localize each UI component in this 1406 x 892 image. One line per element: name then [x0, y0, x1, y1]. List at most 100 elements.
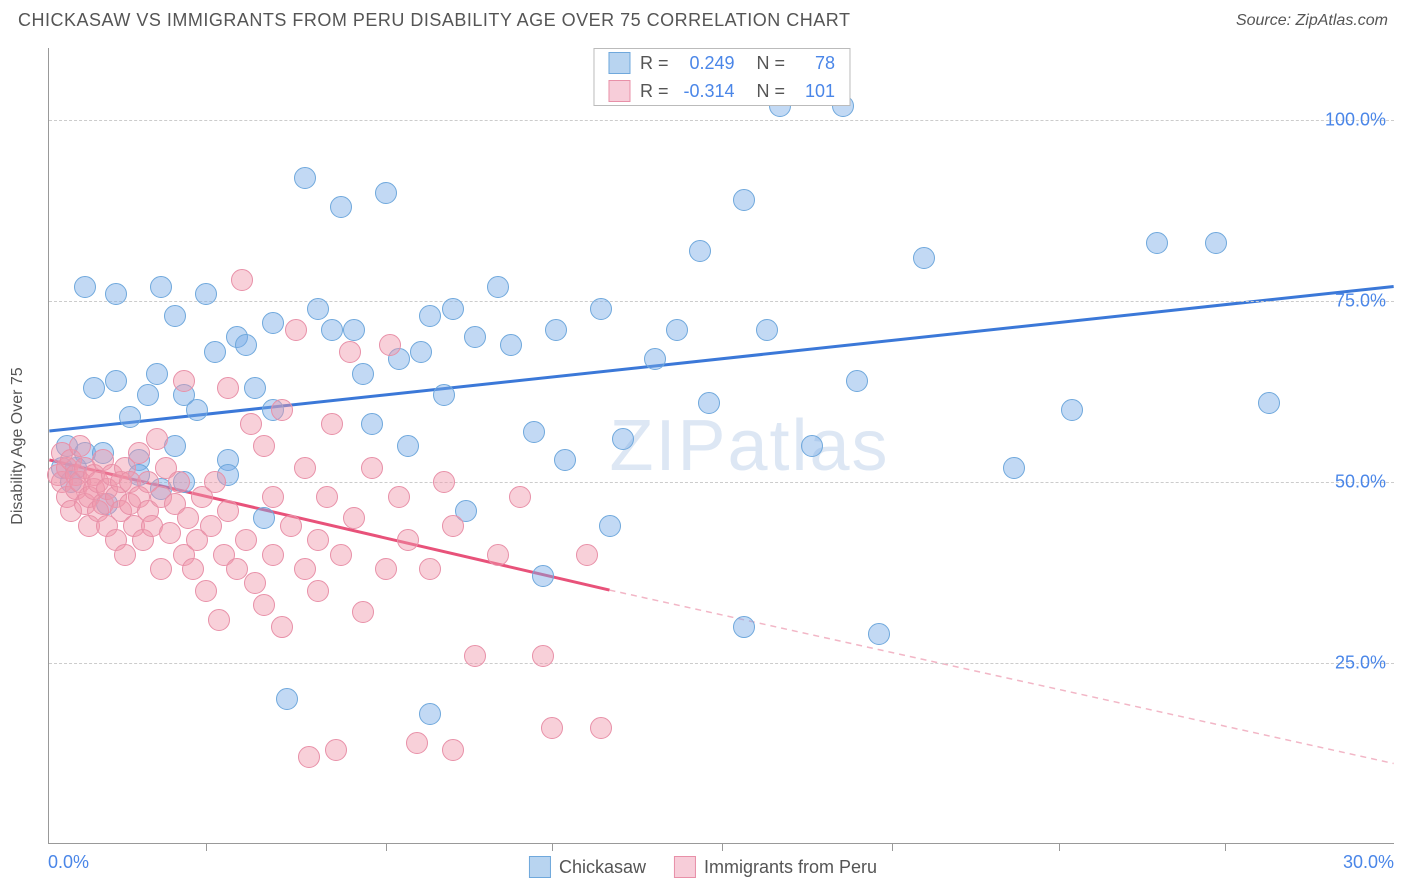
data-point — [397, 529, 419, 551]
data-point — [352, 601, 374, 623]
data-point — [208, 609, 230, 631]
data-point — [590, 717, 612, 739]
y-tick-label: 75.0% — [1335, 291, 1386, 312]
data-point — [756, 319, 778, 341]
n-value: 78 — [795, 53, 835, 74]
data-point — [442, 515, 464, 537]
data-point — [375, 558, 397, 580]
data-point — [1146, 232, 1168, 254]
data-point — [523, 421, 545, 443]
data-point — [1258, 392, 1280, 414]
data-point — [105, 370, 127, 392]
data-point — [379, 334, 401, 356]
data-point — [487, 544, 509, 566]
data-point — [1205, 232, 1227, 254]
x-tick — [1225, 843, 1226, 851]
data-point — [330, 544, 352, 566]
data-point — [294, 457, 316, 479]
data-point — [554, 449, 576, 471]
r-value: 0.249 — [679, 53, 735, 74]
data-point — [146, 363, 168, 385]
trend-lines — [49, 48, 1394, 843]
data-point — [271, 399, 293, 421]
data-point — [325, 739, 347, 761]
data-point — [316, 486, 338, 508]
data-point — [262, 312, 284, 334]
data-point — [339, 341, 361, 363]
correlation-row: R =-0.314N =101 — [594, 77, 849, 105]
data-point — [150, 276, 172, 298]
data-point — [159, 522, 181, 544]
data-point — [150, 558, 172, 580]
gridline — [49, 120, 1394, 121]
data-point — [294, 167, 316, 189]
data-point — [119, 406, 141, 428]
data-point — [388, 486, 410, 508]
data-point — [590, 298, 612, 320]
data-point — [487, 276, 509, 298]
data-point — [204, 341, 226, 363]
data-point — [217, 377, 239, 399]
series-swatch — [608, 80, 630, 102]
data-point — [307, 529, 329, 551]
data-point — [532, 645, 554, 667]
data-point — [541, 717, 563, 739]
data-point — [576, 544, 598, 566]
data-point — [419, 558, 441, 580]
data-point — [235, 334, 257, 356]
data-point — [262, 486, 284, 508]
gridline — [49, 301, 1394, 302]
data-point — [343, 319, 365, 341]
n-label: N = — [757, 81, 786, 102]
y-axis-title: Disability Age Over 75 — [9, 367, 27, 524]
x-tick — [386, 843, 387, 851]
data-point — [276, 688, 298, 710]
x-tick — [722, 843, 723, 851]
data-point — [361, 457, 383, 479]
data-point — [410, 341, 432, 363]
data-point — [868, 623, 890, 645]
legend-item: Chickasaw — [529, 856, 646, 878]
data-point — [343, 507, 365, 529]
data-point — [307, 298, 329, 320]
gridline — [49, 663, 1394, 664]
data-point — [464, 645, 486, 667]
x-tick — [1059, 843, 1060, 851]
data-point — [612, 428, 634, 450]
data-point — [442, 298, 464, 320]
data-point — [500, 334, 522, 356]
x-tick — [552, 843, 553, 851]
data-point — [406, 732, 428, 754]
data-point — [846, 370, 868, 392]
data-point — [321, 413, 343, 435]
data-point — [733, 189, 755, 211]
data-point — [244, 572, 266, 594]
data-point — [177, 507, 199, 529]
data-point — [173, 370, 195, 392]
legend-label: Immigrants from Peru — [704, 857, 877, 878]
data-point — [204, 471, 226, 493]
r-value: -0.314 — [679, 81, 735, 102]
n-value: 101 — [795, 81, 835, 102]
legend-item: Immigrants from Peru — [674, 856, 877, 878]
watermark-text: ZIPatlas — [609, 405, 889, 487]
data-point — [235, 529, 257, 551]
data-point — [262, 544, 284, 566]
data-point — [200, 515, 222, 537]
data-point — [433, 471, 455, 493]
n-label: N = — [757, 53, 786, 74]
data-point — [913, 247, 935, 269]
y-tick-label: 100.0% — [1325, 110, 1386, 131]
data-point — [801, 435, 823, 457]
correlation-box: R =0.249N =78R =-0.314N =101 — [593, 48, 850, 106]
data-point — [419, 703, 441, 725]
legend-swatch — [529, 856, 551, 878]
x-tick — [892, 843, 893, 851]
data-point — [195, 283, 217, 305]
data-point — [280, 515, 302, 537]
y-tick-label: 25.0% — [1335, 653, 1386, 674]
data-point — [186, 399, 208, 421]
legend-label: Chickasaw — [559, 857, 646, 878]
data-point — [217, 500, 239, 522]
data-point — [733, 616, 755, 638]
